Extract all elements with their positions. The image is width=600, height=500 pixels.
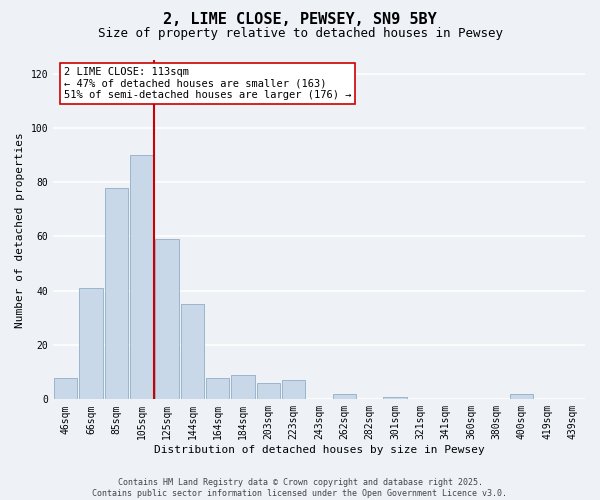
Bar <box>206 378 229 400</box>
Bar <box>510 394 533 400</box>
Bar <box>181 304 204 400</box>
Bar <box>383 396 407 400</box>
Bar <box>282 380 305 400</box>
Y-axis label: Number of detached properties: Number of detached properties <box>15 132 25 328</box>
Bar <box>79 288 103 400</box>
Text: 2, LIME CLOSE, PEWSEY, SN9 5BY: 2, LIME CLOSE, PEWSEY, SN9 5BY <box>163 12 437 28</box>
Bar <box>257 383 280 400</box>
Bar <box>105 188 128 400</box>
Bar <box>130 155 154 400</box>
Text: 2 LIME CLOSE: 113sqm
← 47% of detached houses are smaller (163)
51% of semi-deta: 2 LIME CLOSE: 113sqm ← 47% of detached h… <box>64 67 351 100</box>
Bar <box>232 375 254 400</box>
X-axis label: Distribution of detached houses by size in Pewsey: Distribution of detached houses by size … <box>154 445 484 455</box>
Text: Size of property relative to detached houses in Pewsey: Size of property relative to detached ho… <box>97 28 503 40</box>
Bar <box>332 394 356 400</box>
Bar <box>54 378 77 400</box>
Bar <box>155 239 179 400</box>
Text: Contains HM Land Registry data © Crown copyright and database right 2025.
Contai: Contains HM Land Registry data © Crown c… <box>92 478 508 498</box>
